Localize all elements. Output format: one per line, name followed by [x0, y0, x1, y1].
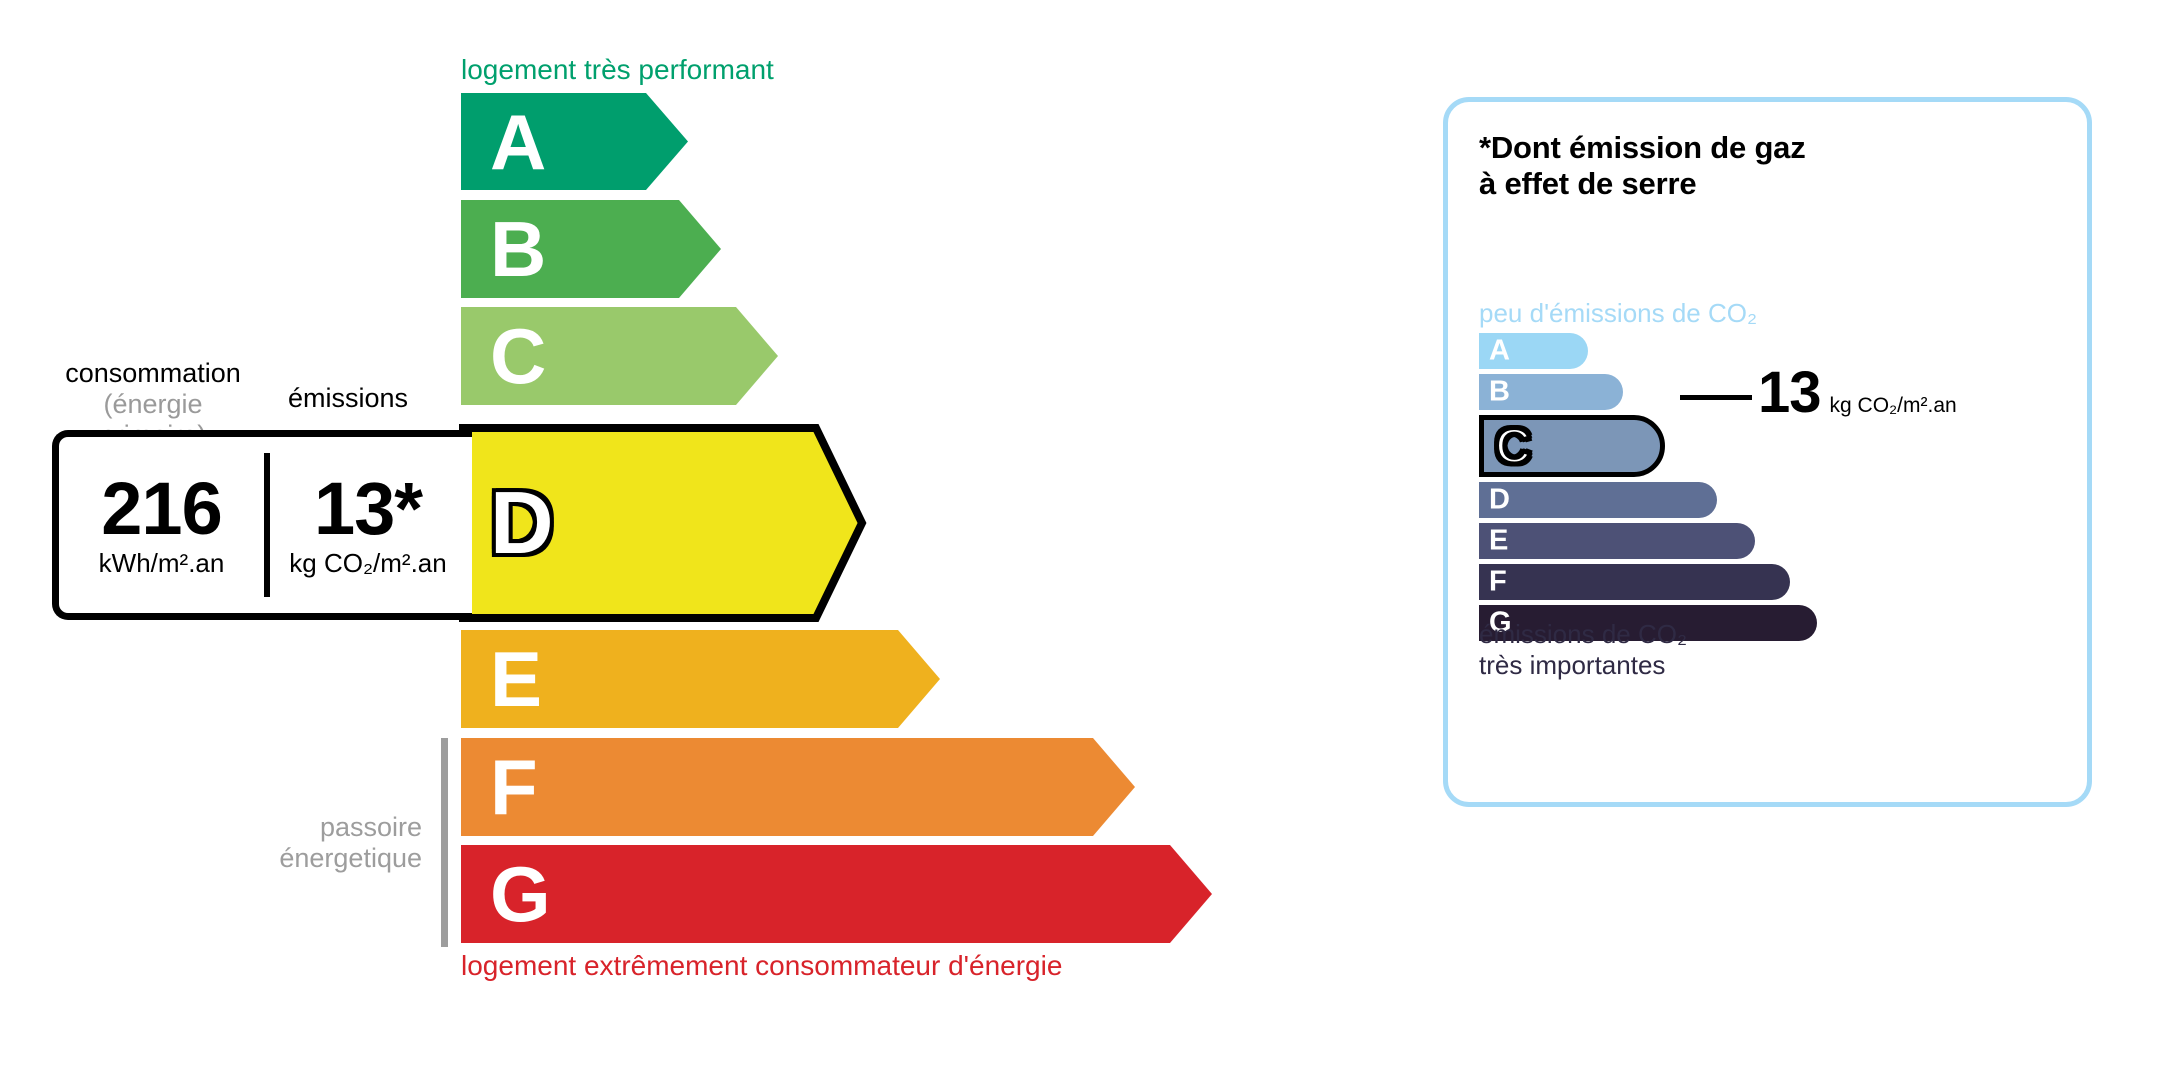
energy-band-c[interactable]: C — [461, 307, 778, 405]
energy-band-f-letter: F — [490, 743, 538, 831]
energy-band-e[interactable]: E — [461, 630, 940, 728]
energy-band-d[interactable]: D — [459, 424, 867, 622]
energy-band-f[interactable]: F — [461, 738, 1135, 836]
energy-band-b[interactable]: B — [461, 200, 721, 298]
energy-band-d-letter: D — [488, 473, 557, 572]
energy-band-a-letter: A — [490, 97, 547, 186]
co2-title-line-2: à effet de serre — [1479, 165, 1697, 201]
consumption-value-cell: 216 kWh/m².an — [59, 437, 264, 613]
co2-emissions-panel: *Dont émission de gaz à effet de serre p… — [1443, 97, 2092, 807]
co2-bar-list: A B C D E F G — [1479, 333, 1817, 646]
co2-title-line-1: *Dont émission de gaz — [1479, 130, 1806, 165]
emissions-label: émissions — [288, 383, 409, 413]
co2-bottom-caption-line-2: très importantes — [1479, 650, 1666, 681]
co2-bar-b[interactable]: B — [1479, 374, 1623, 410]
energy-band-g-letter: G — [490, 850, 551, 938]
co2-bar-e[interactable]: E — [1479, 523, 1755, 559]
co2-value-group: 13 kg CO₂/m².an — [1758, 364, 1957, 422]
co2-leader-line — [1680, 395, 1752, 400]
band-e-shape — [461, 630, 940, 728]
consumption-unit: kWh/m².an — [98, 548, 225, 579]
co2-bar-g[interactable]: G — [1479, 605, 1817, 641]
co2-bar-b-letter: B — [1489, 375, 1510, 408]
passoire-line-2: énergetique — [279, 843, 422, 874]
energy-band-e-letter: E — [490, 635, 543, 723]
co2-top-caption: peu d'émissions de CO₂ — [1479, 298, 1758, 328]
co2-bar-f[interactable]: F — [1479, 564, 1790, 600]
energy-band-g[interactable]: G — [461, 845, 1212, 943]
co2-bar-a[interactable]: A — [1479, 333, 1588, 369]
co2-bottom-caption: émissions de CO₂ très importantes — [1479, 619, 1687, 681]
co2-bar-g-letter: G — [1489, 606, 1512, 639]
band-c-shape — [461, 307, 778, 405]
co2-value: 13 — [1758, 360, 1822, 425]
co2-bar-c-letter: C — [1493, 418, 1533, 474]
co2-bar-d[interactable]: D — [1479, 482, 1717, 518]
energy-bottom-caption: logement extrêmement consommateur d'éner… — [461, 950, 1063, 981]
passoire-line-1: passoire — [319, 812, 422, 842]
emissions-value: 13* — [313, 466, 423, 550]
band-g-shape — [461, 845, 1212, 943]
energy-band-c-letter: C — [490, 312, 547, 400]
passoire-energetique-bar — [441, 738, 448, 947]
co2-bar-f-letter: F — [1489, 565, 1507, 598]
band-b-shape — [461, 200, 721, 298]
co2-bottom-caption-line-1: émissions de CO₂ — [1479, 619, 1688, 649]
passoire-energetique-label: passoire énergetique — [150, 812, 422, 874]
value-box: 216 kWh/m².an 13* kg CO₂/m².an — [52, 430, 472, 620]
emissions-value-cell: 13* kg CO₂/m².an — [264, 437, 472, 613]
energy-top-caption: logement très performant — [461, 54, 774, 85]
co2-bar-c[interactable]: C — [1479, 415, 1665, 477]
co2-bar-e-letter: E — [1489, 524, 1509, 557]
energy-band-b-letter: B — [490, 205, 547, 293]
energy-band-a[interactable]: A — [461, 93, 688, 190]
consumption-label: consommation (énergie primaire) — [48, 358, 258, 450]
emissions-unit: kg CO₂/m².an — [289, 548, 447, 579]
band-f-shape — [461, 738, 1135, 836]
consumption-value: 216 — [101, 466, 222, 550]
co2-bar-d-letter: D — [1489, 483, 1510, 516]
consumption-label-main: consommation — [65, 358, 241, 388]
co2-bar-a-letter: A — [1489, 334, 1510, 367]
co2-value-unit: kg CO₂/m².an — [1829, 394, 1957, 417]
value-divider — [264, 453, 270, 597]
energy-consumption-panel: logement très performant A B C — [48, 54, 1212, 981]
band-a-shape — [461, 93, 688, 190]
co2-panel-title: *Dont émission de gaz à effet de serre — [1479, 130, 1806, 202]
